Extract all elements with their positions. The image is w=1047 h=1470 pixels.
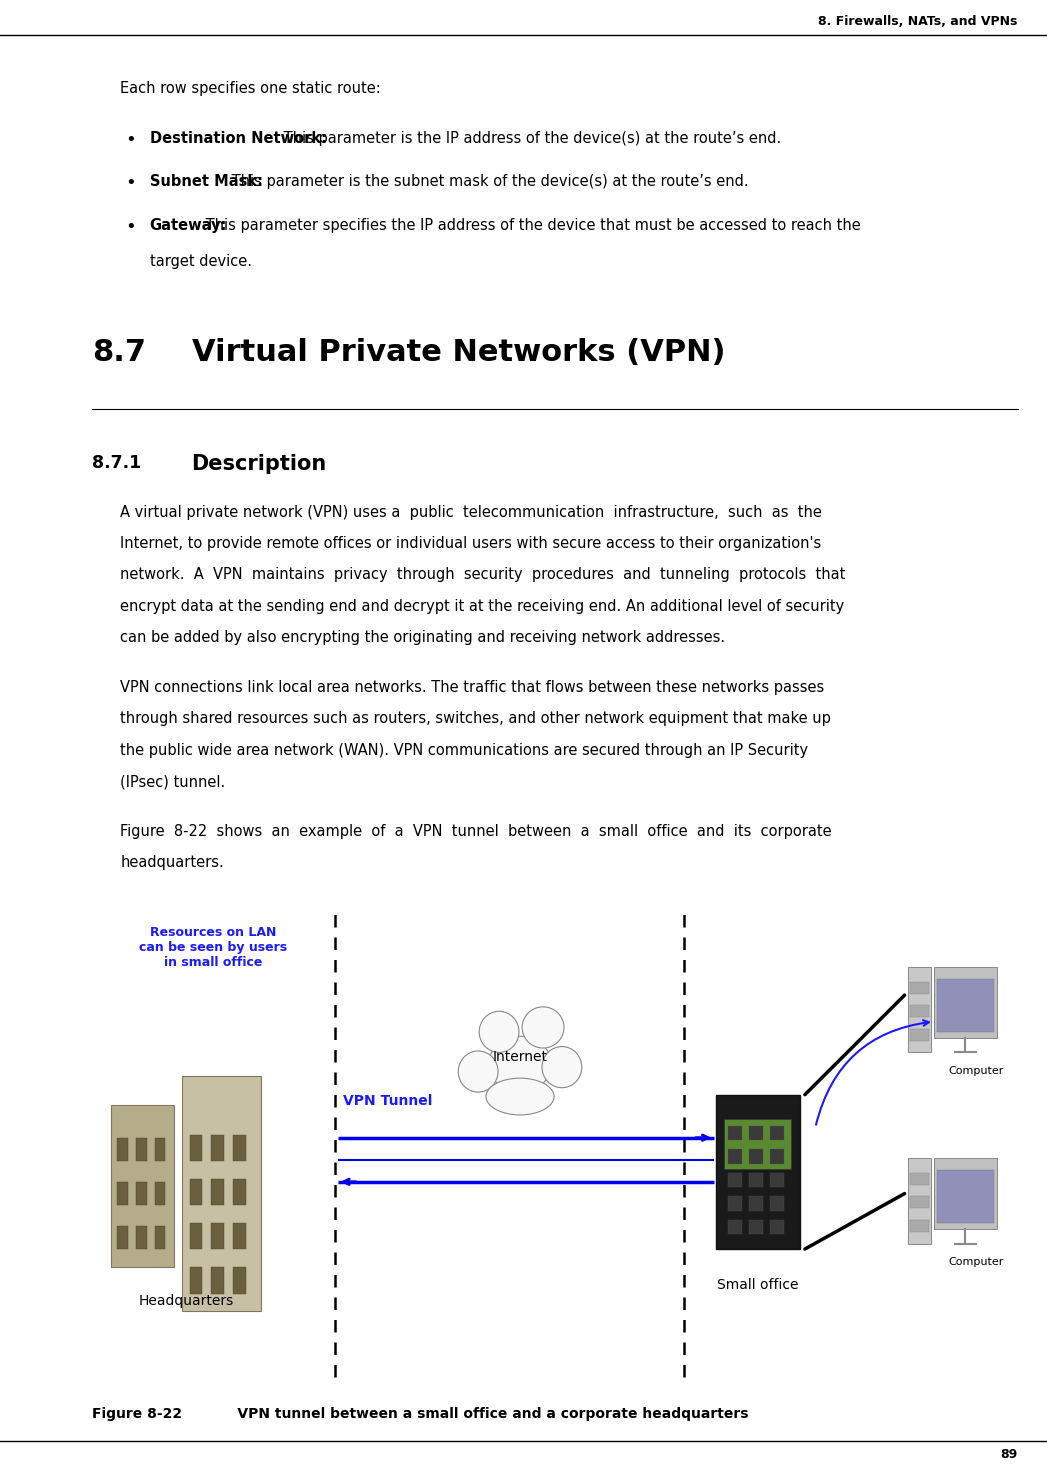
Text: 8.7.1: 8.7.1 <box>92 454 141 472</box>
FancyBboxPatch shape <box>182 1076 261 1311</box>
FancyBboxPatch shape <box>729 1173 742 1188</box>
Text: VPN Tunnel: VPN Tunnel <box>343 1094 432 1108</box>
FancyBboxPatch shape <box>233 1267 246 1294</box>
FancyBboxPatch shape <box>190 1223 202 1250</box>
FancyBboxPatch shape <box>771 1150 784 1164</box>
FancyBboxPatch shape <box>910 1005 929 1017</box>
FancyBboxPatch shape <box>233 1135 246 1161</box>
Text: •: • <box>126 218 136 235</box>
Ellipse shape <box>522 1007 564 1048</box>
Text: Headquarters: Headquarters <box>138 1294 233 1307</box>
Text: Subnet Mask:: Subnet Mask: <box>150 175 263 190</box>
Text: Each row specifies one static route:: Each row specifies one static route: <box>120 81 381 96</box>
Text: This parameter is the subnet mask of the device(s) at the route’s end.: This parameter is the subnet mask of the… <box>227 175 749 190</box>
Text: Virtual Private Networks (VPN): Virtual Private Networks (VPN) <box>192 338 726 368</box>
Text: This parameter is the IP address of the device(s) at the route’s end.: This parameter is the IP address of the … <box>279 131 781 146</box>
Text: Small office: Small office <box>717 1279 799 1292</box>
FancyBboxPatch shape <box>910 1220 929 1232</box>
Text: •: • <box>126 131 136 148</box>
FancyBboxPatch shape <box>111 1105 174 1267</box>
FancyBboxPatch shape <box>117 1182 128 1205</box>
FancyBboxPatch shape <box>771 1197 784 1211</box>
Text: through shared resources such as routers, switches, and other network equipment : through shared resources such as routers… <box>120 711 831 726</box>
FancyBboxPatch shape <box>750 1173 763 1188</box>
Ellipse shape <box>542 1047 582 1088</box>
FancyBboxPatch shape <box>771 1173 784 1188</box>
Text: Internet: Internet <box>492 1050 548 1064</box>
FancyBboxPatch shape <box>771 1220 784 1235</box>
Ellipse shape <box>459 1051 498 1092</box>
FancyBboxPatch shape <box>750 1197 763 1211</box>
FancyBboxPatch shape <box>937 1170 994 1223</box>
Text: •: • <box>126 175 136 193</box>
Text: A virtual private network (VPN) uses a  public  telecommunication  infrastructur: A virtual private network (VPN) uses a p… <box>120 504 822 519</box>
Ellipse shape <box>489 1036 552 1092</box>
Ellipse shape <box>480 1011 519 1053</box>
FancyBboxPatch shape <box>136 1182 147 1205</box>
Text: can be added by also encrypting the originating and receiving network addresses.: can be added by also encrypting the orig… <box>120 631 726 645</box>
FancyBboxPatch shape <box>190 1135 202 1161</box>
FancyBboxPatch shape <box>136 1226 147 1250</box>
FancyBboxPatch shape <box>155 1138 165 1161</box>
FancyBboxPatch shape <box>155 1182 165 1205</box>
FancyBboxPatch shape <box>750 1220 763 1235</box>
Text: (IPsec) tunnel.: (IPsec) tunnel. <box>120 775 226 789</box>
FancyBboxPatch shape <box>729 1150 742 1164</box>
Text: network.  A  VPN  maintains  privacy  through  security  procedures  and  tunnel: network. A VPN maintains privacy through… <box>120 567 846 582</box>
Text: 8.7: 8.7 <box>92 338 147 368</box>
FancyBboxPatch shape <box>211 1135 224 1161</box>
FancyBboxPatch shape <box>910 982 929 994</box>
Text: Figure 8-22: Figure 8-22 <box>92 1407 182 1420</box>
Ellipse shape <box>486 1078 554 1114</box>
FancyBboxPatch shape <box>211 1267 224 1294</box>
FancyBboxPatch shape <box>910 1173 929 1185</box>
Text: Figure  8-22  shows  an  example  of  a  VPN  tunnel  between  a  small  office : Figure 8-22 shows an example of a VPN tu… <box>120 825 832 839</box>
FancyBboxPatch shape <box>908 967 931 1053</box>
FancyBboxPatch shape <box>233 1179 246 1205</box>
FancyBboxPatch shape <box>934 1158 997 1229</box>
Text: VPN connections link local area networks. The traffic that flows between these n: VPN connections link local area networks… <box>120 681 825 695</box>
FancyBboxPatch shape <box>233 1223 246 1250</box>
FancyBboxPatch shape <box>750 1126 763 1141</box>
Text: Destination Network:: Destination Network: <box>150 131 327 146</box>
Text: Description: Description <box>192 454 327 475</box>
FancyBboxPatch shape <box>910 1197 929 1208</box>
FancyBboxPatch shape <box>934 967 997 1038</box>
FancyBboxPatch shape <box>190 1179 202 1205</box>
FancyBboxPatch shape <box>771 1126 784 1141</box>
Text: the public wide area network (WAN). VPN communications are secured through an IP: the public wide area network (WAN). VPN … <box>120 742 808 759</box>
FancyBboxPatch shape <box>750 1150 763 1164</box>
Text: 8. Firewalls, NATs, and VPNs: 8. Firewalls, NATs, and VPNs <box>819 15 1018 28</box>
Text: 89: 89 <box>1001 1448 1018 1461</box>
FancyBboxPatch shape <box>729 1197 742 1211</box>
Text: target device.: target device. <box>150 254 251 269</box>
FancyBboxPatch shape <box>716 1095 800 1250</box>
Text: Computer: Computer <box>949 1066 1003 1076</box>
Text: VPN tunnel between a small office and a corporate headquarters: VPN tunnel between a small office and a … <box>213 1407 748 1420</box>
FancyBboxPatch shape <box>211 1179 224 1205</box>
FancyBboxPatch shape <box>136 1138 147 1161</box>
FancyBboxPatch shape <box>910 1029 929 1041</box>
Text: Gateway:: Gateway: <box>150 218 227 232</box>
Text: Computer: Computer <box>949 1257 1003 1267</box>
Text: Internet, to provide remote offices or individual users with secure access to th: Internet, to provide remote offices or i… <box>120 537 822 551</box>
Text: Resources on LAN
can be seen by users
in small office: Resources on LAN can be seen by users in… <box>139 926 288 969</box>
FancyBboxPatch shape <box>190 1267 202 1294</box>
FancyBboxPatch shape <box>729 1220 742 1235</box>
FancyBboxPatch shape <box>908 1158 931 1244</box>
FancyBboxPatch shape <box>211 1223 224 1250</box>
FancyBboxPatch shape <box>117 1138 128 1161</box>
FancyBboxPatch shape <box>729 1126 742 1141</box>
Text: encrypt data at the sending end and decrypt it at the receiving end. An addition: encrypt data at the sending end and decr… <box>120 598 845 614</box>
Text: headquarters.: headquarters. <box>120 856 224 870</box>
FancyBboxPatch shape <box>725 1119 792 1169</box>
FancyBboxPatch shape <box>937 979 994 1032</box>
FancyBboxPatch shape <box>155 1226 165 1250</box>
Text: This parameter specifies the IP address of the device that must be accessed to r: This parameter specifies the IP address … <box>201 218 861 232</box>
FancyBboxPatch shape <box>117 1226 128 1250</box>
